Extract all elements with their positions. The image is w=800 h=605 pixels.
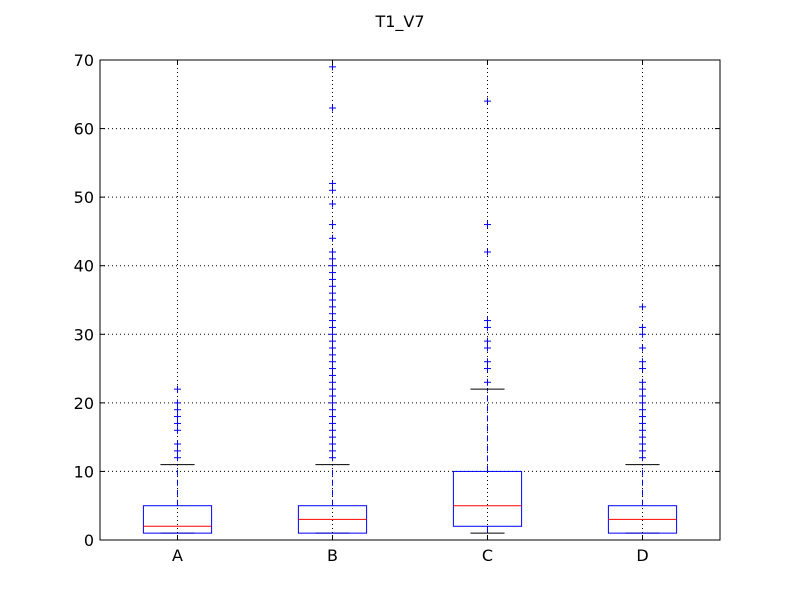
- outlier-point: [639, 303, 646, 311]
- outlier-point: [174, 419, 181, 427]
- outlier-point: [174, 454, 181, 462]
- outlier-point: [329, 358, 336, 366]
- outlier-point: [639, 323, 646, 331]
- outlier-point: [329, 365, 336, 373]
- outlier-point: [329, 399, 336, 407]
- outlier-point: [329, 392, 336, 400]
- outlier-point: [639, 392, 646, 400]
- y-tick-label: 70: [74, 51, 94, 70]
- outlier-point: [639, 399, 646, 407]
- outlier-point: [329, 433, 336, 441]
- outlier-point: [329, 269, 336, 277]
- y-tick-label: 30: [74, 325, 94, 344]
- box-D: [607, 303, 678, 534]
- iqr-box: [452, 470, 523, 527]
- outlier-point: [329, 248, 336, 256]
- box-C: [452, 97, 523, 534]
- outlier-point: [329, 323, 336, 331]
- box-series: [142, 63, 678, 534]
- y-tick-label: 60: [74, 120, 94, 139]
- outlier-point: [329, 289, 336, 297]
- outlier-point: [329, 317, 336, 325]
- outlier-point: [639, 447, 646, 455]
- outlier-point: [174, 447, 181, 455]
- outlier-point: [329, 104, 336, 112]
- outlier-point: [484, 317, 491, 325]
- box-A: [142, 385, 213, 534]
- y-tick-label: 50: [74, 188, 94, 207]
- outlier-point: [329, 330, 336, 338]
- x-tick-label: B: [327, 546, 338, 565]
- outlier-point: [329, 221, 336, 229]
- outlier-point: [329, 186, 336, 194]
- iqr-box: [142, 505, 213, 534]
- outlier-point: [639, 330, 646, 338]
- outlier-point: [174, 385, 181, 393]
- y-tick-label: 0: [84, 531, 94, 550]
- outlier-point: [639, 440, 646, 448]
- outlier-point: [484, 337, 491, 345]
- y-tick-label: 20: [74, 394, 94, 413]
- outlier-point: [329, 282, 336, 290]
- outlier-point: [639, 406, 646, 414]
- x-tick-label: C: [482, 546, 493, 565]
- outlier-point: [329, 378, 336, 386]
- x-tick-label: D: [636, 546, 648, 565]
- outlier-point: [329, 234, 336, 242]
- outlier-point: [329, 351, 336, 359]
- outlier-point: [329, 296, 336, 304]
- outlier-point: [329, 337, 336, 345]
- outlier-point: [639, 378, 646, 386]
- outlier-point: [329, 413, 336, 421]
- outlier-point: [329, 275, 336, 283]
- y-tick-label: 10: [74, 462, 94, 481]
- outlier-point: [174, 426, 181, 434]
- box-B: [297, 63, 368, 534]
- outlier-point: [484, 378, 491, 386]
- axis-ticks: 0 10 20 30 40 50 60 70 A B C D: [74, 51, 720, 565]
- chart-title: T1_V7: [374, 12, 424, 32]
- outlier-point: [484, 358, 491, 366]
- outlier-point: [329, 371, 336, 379]
- outlier-point: [174, 440, 181, 448]
- x-tick-label: A: [172, 546, 183, 565]
- outlier-point: [484, 365, 491, 373]
- axes-frame: [99, 59, 721, 541]
- outlier-point: [174, 399, 181, 407]
- outlier-point: [484, 248, 491, 256]
- outlier-point: [639, 358, 646, 366]
- outlier-point: [329, 385, 336, 393]
- outlier-point: [329, 419, 336, 427]
- outlier-point: [329, 200, 336, 208]
- outlier-point: [329, 179, 336, 187]
- outlier-point: [639, 344, 646, 352]
- outlier-point: [329, 406, 336, 414]
- outlier-point: [329, 262, 336, 270]
- outlier-point: [329, 454, 336, 462]
- outlier-point: [639, 433, 646, 441]
- outlier-point: [329, 310, 336, 318]
- outlier-point: [329, 447, 336, 455]
- outlier-point: [639, 365, 646, 373]
- outlier-point: [329, 426, 336, 434]
- outlier-point: [484, 344, 491, 352]
- outlier-point: [329, 344, 336, 352]
- grid-lines: [100, 59, 720, 541]
- outlier-point: [329, 255, 336, 263]
- y-tick-label: 40: [74, 257, 94, 276]
- outlier-point: [484, 97, 491, 105]
- outlier-point: [174, 413, 181, 421]
- outlier-point: [174, 406, 181, 414]
- outlier-point: [639, 419, 646, 427]
- outlier-point: [329, 440, 336, 448]
- outlier-point: [484, 323, 491, 331]
- outlier-point: [639, 454, 646, 462]
- outlier-point: [329, 303, 336, 311]
- outlier-point: [484, 221, 491, 229]
- outlier-point: [639, 413, 646, 421]
- outlier-point: [639, 426, 646, 434]
- outlier-point: [639, 385, 646, 393]
